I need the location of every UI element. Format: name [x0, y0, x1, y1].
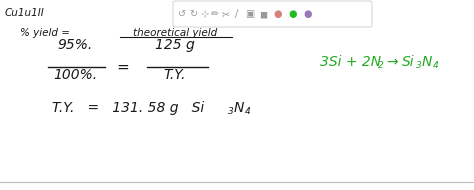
Text: 3: 3: [228, 108, 234, 116]
Text: 3Si + 2N: 3Si + 2N: [320, 55, 381, 69]
Text: ●: ●: [274, 9, 282, 19]
Text: ●: ●: [304, 9, 312, 19]
Text: N: N: [234, 101, 245, 115]
Text: % yield =: % yield =: [20, 28, 70, 38]
Text: =: =: [117, 59, 129, 74]
Text: T.Y.   =   131. 58 g   Si: T.Y. = 131. 58 g Si: [52, 101, 204, 115]
FancyBboxPatch shape: [173, 1, 372, 27]
Text: Si: Si: [402, 55, 415, 69]
Text: ↻: ↻: [189, 9, 197, 19]
Text: 4: 4: [245, 108, 251, 116]
Text: ▣: ▣: [246, 9, 255, 19]
Text: ↺: ↺: [178, 9, 186, 19]
Text: 3: 3: [416, 62, 422, 70]
Text: theoretical yield: theoretical yield: [133, 28, 217, 38]
Text: ✏: ✏: [211, 9, 219, 19]
Text: T.Y.: T.Y.: [164, 68, 186, 82]
Text: N: N: [422, 55, 432, 69]
Text: 125 g: 125 g: [155, 38, 195, 52]
Text: ◼: ◼: [259, 9, 267, 19]
Text: Cu1u1II: Cu1u1II: [5, 8, 45, 18]
Text: 4: 4: [433, 62, 439, 70]
Text: /: /: [236, 9, 238, 19]
Text: ⊹: ⊹: [200, 9, 208, 19]
Text: ✂: ✂: [222, 9, 230, 19]
Text: 2: 2: [378, 62, 384, 70]
Text: ●: ●: [289, 9, 297, 19]
Text: 100%.: 100%.: [53, 68, 97, 82]
Text: →: →: [386, 55, 398, 69]
Text: 95%.: 95%.: [57, 38, 92, 52]
